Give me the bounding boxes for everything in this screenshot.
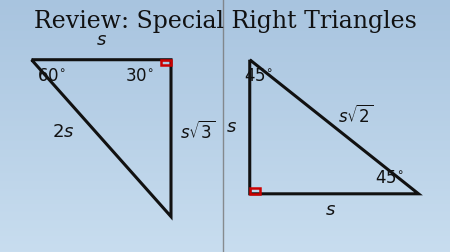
Text: $s$: $s$ bbox=[226, 117, 237, 135]
Text: $s\sqrt{3}$: $s\sqrt{3}$ bbox=[180, 120, 216, 142]
Text: $2s$: $2s$ bbox=[52, 122, 74, 140]
Text: $45^{\circ}$: $45^{\circ}$ bbox=[375, 169, 404, 187]
Text: $45^{\circ}$: $45^{\circ}$ bbox=[244, 67, 273, 85]
Text: $s$: $s$ bbox=[325, 200, 336, 218]
Text: $60^{\circ}$: $60^{\circ}$ bbox=[37, 67, 66, 85]
Text: $s$: $s$ bbox=[96, 31, 107, 49]
Text: $30^{\circ}$: $30^{\circ}$ bbox=[125, 67, 154, 85]
Text: $s\sqrt{2}$: $s\sqrt{2}$ bbox=[338, 105, 373, 127]
Text: Review: Special Right Triangles: Review: Special Right Triangles bbox=[34, 10, 416, 33]
